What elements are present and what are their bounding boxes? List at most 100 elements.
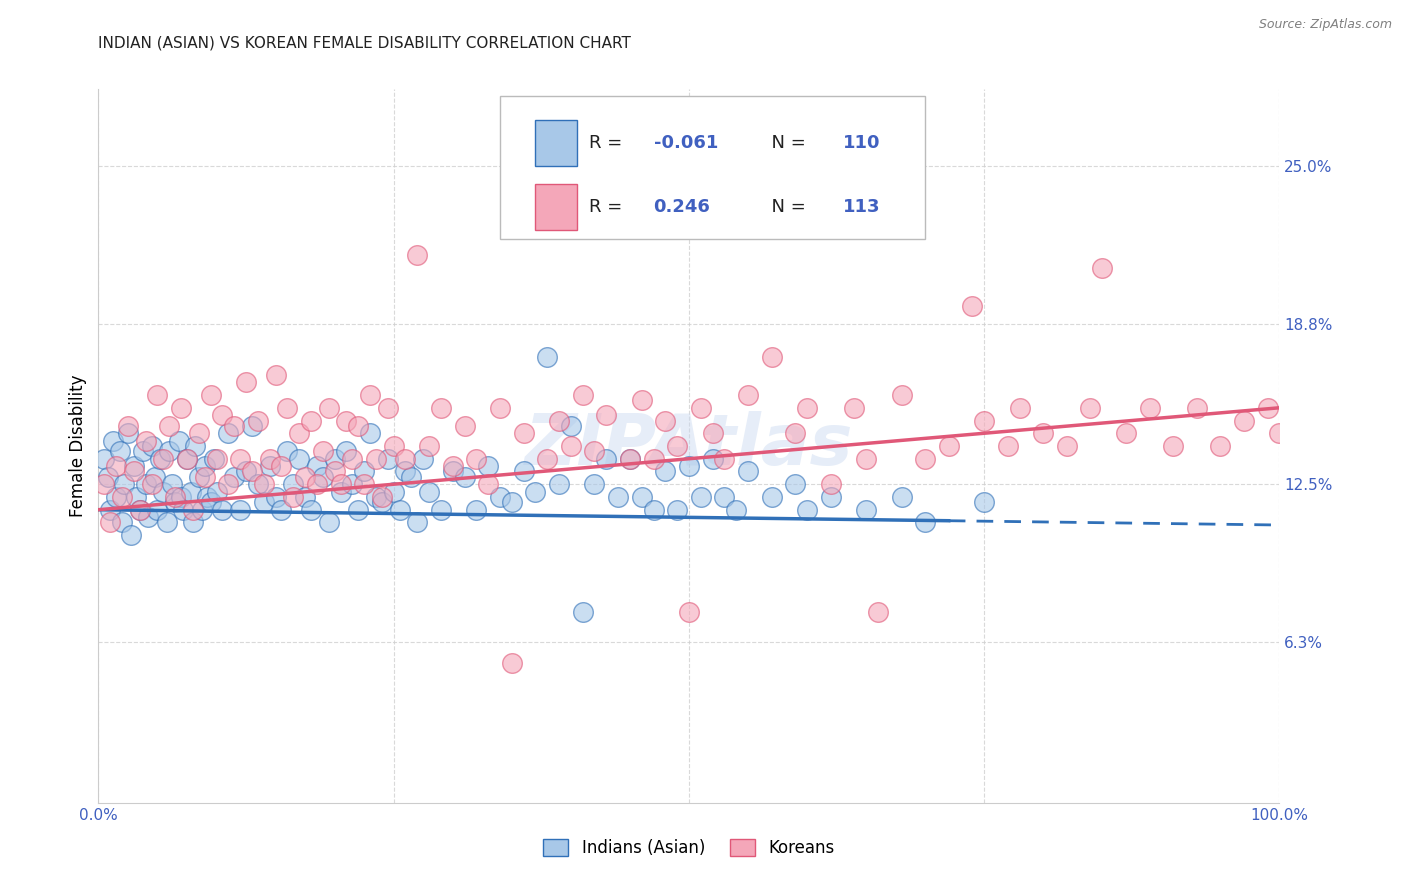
Point: [125, 490, 148, 504]
Point: [524, 484, 547, 499]
Bar: [536, 184, 576, 230]
Point: [117, 418, 139, 433]
Point: [170, 490, 193, 504]
Point: [938, 439, 960, 453]
Point: [453, 469, 475, 483]
Point: [224, 469, 246, 483]
Point: [259, 459, 281, 474]
Point: [105, 490, 128, 504]
Point: [167, 434, 190, 448]
Point: [654, 465, 676, 479]
Text: 113: 113: [842, 198, 880, 216]
Point: [259, 451, 281, 466]
Point: [394, 465, 416, 479]
Point: [195, 490, 218, 504]
Point: [170, 401, 193, 415]
Point: [136, 510, 159, 524]
Point: [132, 444, 155, 458]
Point: [702, 426, 724, 441]
Point: [689, 490, 711, 504]
Point: [388, 502, 411, 516]
Point: [630, 393, 652, 408]
Legend: Indians (Asian), Koreans: Indians (Asian), Koreans: [534, 831, 844, 866]
Point: [93, 451, 115, 466]
Point: [1209, 439, 1232, 453]
Point: [607, 197, 630, 211]
Point: [1257, 401, 1279, 415]
Point: [713, 451, 735, 466]
Point: [796, 502, 818, 516]
Point: [382, 439, 405, 453]
Point: [560, 439, 582, 453]
Point: [666, 502, 689, 516]
Point: [288, 426, 311, 441]
Point: [785, 426, 807, 441]
Point: [820, 490, 842, 504]
Point: [276, 444, 298, 458]
Point: [135, 434, 157, 448]
Point: [1080, 401, 1102, 415]
Point: [200, 495, 222, 509]
Point: [377, 451, 399, 466]
Point: [406, 516, 429, 530]
Point: [371, 495, 394, 509]
Point: [240, 465, 263, 479]
Text: R =: R =: [589, 134, 627, 152]
Point: [122, 459, 145, 474]
Point: [152, 484, 174, 499]
Point: [141, 477, 163, 491]
Point: [914, 451, 936, 466]
Point: [796, 401, 818, 415]
Point: [465, 502, 488, 516]
Point: [229, 451, 252, 466]
Point: [347, 418, 370, 433]
Point: [406, 248, 429, 262]
Point: [224, 418, 246, 433]
Point: [713, 490, 735, 504]
Point: [240, 418, 263, 433]
Point: [725, 502, 748, 516]
Point: [156, 516, 179, 530]
Text: N =: N =: [759, 198, 811, 216]
Point: [181, 502, 204, 516]
Point: [382, 484, 405, 499]
Point: [548, 477, 571, 491]
Point: [654, 413, 676, 427]
Point: [329, 477, 352, 491]
Point: [180, 484, 202, 499]
Point: [630, 490, 652, 504]
Point: [583, 477, 606, 491]
Point: [1139, 401, 1161, 415]
Point: [217, 426, 239, 441]
Point: [430, 502, 453, 516]
Text: -0.061: -0.061: [654, 134, 718, 152]
Point: [607, 490, 630, 504]
Point: [347, 502, 370, 516]
Point: [270, 459, 292, 474]
Point: [211, 502, 233, 516]
Point: [329, 484, 352, 499]
Point: [187, 469, 209, 483]
Point: [962, 299, 984, 313]
Point: [342, 451, 364, 466]
Point: [619, 451, 641, 466]
Point: [211, 409, 233, 423]
Point: [194, 469, 217, 483]
Point: [191, 502, 214, 516]
Text: ZIPAtlas: ZIPAtlas: [524, 411, 853, 481]
Point: [689, 401, 711, 415]
Point: [122, 465, 145, 479]
Point: [146, 502, 169, 516]
Point: [997, 439, 1019, 453]
Point: [305, 477, 328, 491]
Point: [1032, 426, 1054, 441]
Point: [536, 350, 558, 364]
Point: [176, 451, 198, 466]
Point: [101, 434, 124, 448]
Point: [359, 426, 381, 441]
Point: [235, 376, 257, 390]
Point: [1008, 401, 1031, 415]
Point: [111, 490, 134, 504]
Point: [176, 451, 198, 466]
Point: [246, 477, 269, 491]
